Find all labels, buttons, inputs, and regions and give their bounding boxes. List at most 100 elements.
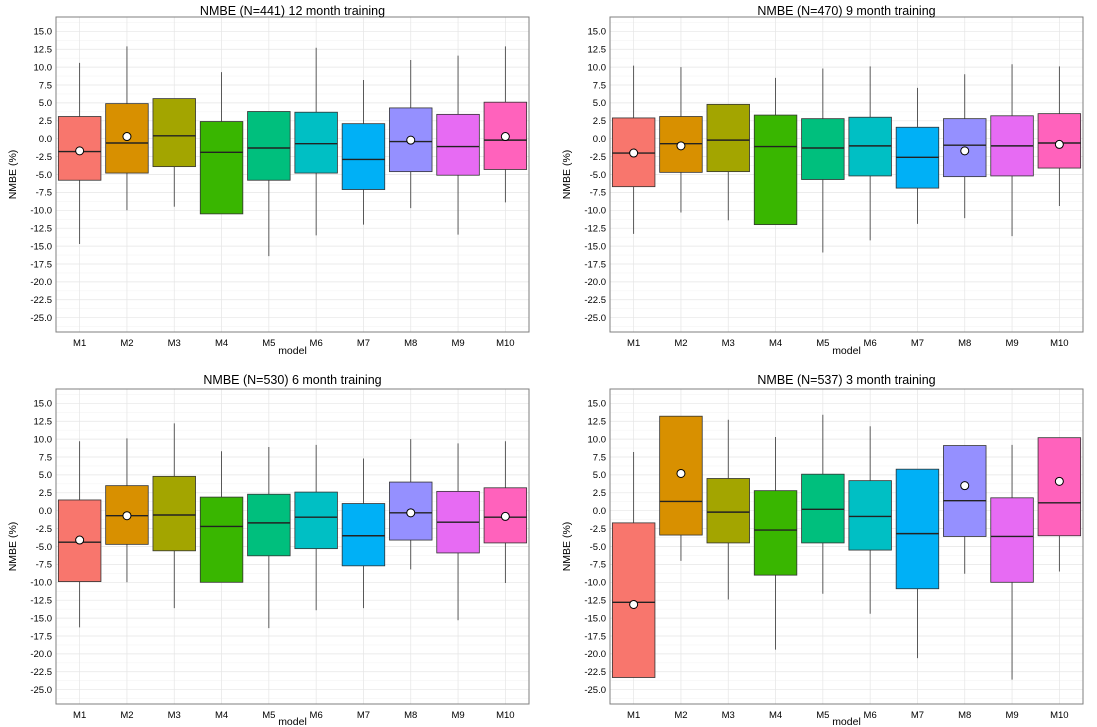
mean-marker: [629, 599, 639, 609]
y-tick-label: -12.5: [30, 223, 52, 234]
y-tick-label: 15.0: [588, 399, 607, 410]
x-tick-label: M6: [310, 338, 323, 349]
box-m3: [706, 103, 750, 221]
y-axis-label: NMBE (%): [7, 522, 19, 572]
y-tick-label: 0.0: [39, 134, 52, 145]
y-tick-label: 5.0: [593, 98, 606, 109]
mean-marker: [1054, 476, 1064, 486]
mean-marker: [75, 535, 85, 545]
mean-marker: [75, 146, 85, 156]
x-axis-label: model: [832, 345, 861, 357]
x-tick-label: M2: [120, 710, 133, 721]
x-tick-label: M7: [911, 710, 924, 721]
y-tick-label: -2.5: [36, 152, 52, 163]
y-tick-label: 15.0: [34, 399, 53, 410]
x-tick-label: M10: [1050, 338, 1068, 349]
y-axis-label: NMBE (%): [561, 150, 573, 200]
box-m1: [611, 452, 656, 678]
x-tick-label: M3: [722, 710, 735, 721]
box-m4: [199, 451, 244, 583]
y-axis-label: NMBE (%): [561, 522, 573, 572]
mean-marker: [122, 511, 132, 521]
mean-marker: [500, 511, 510, 521]
x-tick-label: M8: [958, 338, 971, 349]
box-m1: [57, 62, 102, 244]
mean-marker: [676, 468, 686, 478]
panel-border: [609, 388, 1084, 705]
box-m7: [341, 80, 386, 225]
y-tick-label: -5.0: [590, 170, 606, 181]
y-tick-label: 12.5: [588, 45, 607, 56]
y-tick-label: 15.0: [34, 27, 53, 38]
box-body: [294, 111, 338, 174]
x-tick-label: M2: [120, 338, 133, 349]
x-tick-label: M3: [168, 710, 181, 721]
box-body: [848, 480, 892, 551]
y-tick-label: -22.5: [30, 667, 52, 678]
y-tick-label: -7.5: [36, 560, 52, 571]
x-tick-label: M8: [404, 338, 417, 349]
box-body: [247, 111, 291, 181]
y-tick-label: 2.5: [39, 488, 52, 499]
y-tick-label: 7.5: [39, 80, 52, 91]
y-tick-label: 7.5: [39, 452, 52, 463]
y-tick-label: -20.0: [30, 277, 52, 288]
box-m2: [659, 415, 703, 561]
y-tick-label: -7.5: [590, 188, 606, 199]
x-tick-label: M10: [496, 710, 514, 721]
y-tick-label: -5.0: [36, 170, 52, 181]
y-tick-label: -2.5: [36, 524, 52, 535]
y-tick-label: 5.0: [593, 470, 606, 481]
box-body: [753, 490, 798, 576]
y-tick-label: 12.5: [34, 417, 53, 428]
box-m6: [294, 47, 338, 236]
box-m2: [659, 67, 703, 213]
y-tick-label: -5.0: [36, 542, 52, 553]
x-tick-label: M8: [958, 710, 971, 721]
box-body: [152, 475, 196, 552]
chart-panel-2: 15.0 12.5 10.0 7.5 5.0 2.5 0.0 -2.5 -5.0 -7.5 -10.…: [561, 4, 1084, 357]
x-tick-label: M5: [816, 710, 829, 721]
panel-border: [609, 16, 1084, 333]
box-body: [706, 478, 750, 544]
mean-marker: [406, 508, 416, 518]
x-tick-label: M1: [73, 710, 86, 721]
x-tick-label: M4: [769, 710, 782, 721]
chart-panel-3: 15.0 12.5 10.0 7.5 5.0 2.5 0.0 -2.5 -5.0 -7.5 -10.…: [7, 373, 530, 727]
x-axis-label: model: [278, 716, 307, 727]
chart-title: NMBE (N=530) 6 month training: [203, 373, 381, 387]
box-m4: [753, 77, 798, 226]
x-tick-label: M6: [864, 338, 877, 349]
mean-marker: [629, 148, 639, 158]
y-tick-label: 2.5: [593, 488, 606, 499]
box-m5: [247, 446, 291, 629]
y-tick-label: 10.0: [588, 62, 607, 73]
box-m9: [436, 55, 480, 235]
y-tick-label: -17.5: [584, 259, 606, 270]
y-tick-label: -10.0: [30, 578, 52, 589]
x-tick-label: M5: [816, 338, 829, 349]
y-tick-label: 5.0: [39, 98, 52, 109]
x-tick-label: M3: [168, 338, 181, 349]
y-tick-label: -25.0: [30, 685, 52, 696]
box-body: [801, 473, 845, 544]
box-body: [436, 113, 480, 176]
box-m1: [611, 65, 656, 234]
box-body: [341, 503, 386, 567]
box-m9: [990, 64, 1034, 237]
y-tick-label: -20.0: [584, 277, 606, 288]
box-m10: [483, 441, 528, 584]
box-body: [152, 98, 196, 168]
y-tick-label: -5.0: [590, 542, 606, 553]
y-tick-label: -12.5: [584, 595, 606, 606]
box-m9: [990, 444, 1034, 680]
box-body: [848, 116, 892, 177]
chart-panel-1: 15.0 12.5 10.0 7.5 5.0 2.5 0.0 -2.5 -5.0 -7.5 -10.…: [7, 4, 530, 357]
y-tick-label: -22.5: [584, 667, 606, 678]
box-m10: [1037, 437, 1082, 572]
box-m10: [483, 46, 528, 203]
box-m8: [389, 59, 433, 209]
x-tick-label: M6: [310, 710, 323, 721]
y-tick-label: 0.0: [593, 506, 606, 517]
y-tick-label: -17.5: [30, 631, 52, 642]
